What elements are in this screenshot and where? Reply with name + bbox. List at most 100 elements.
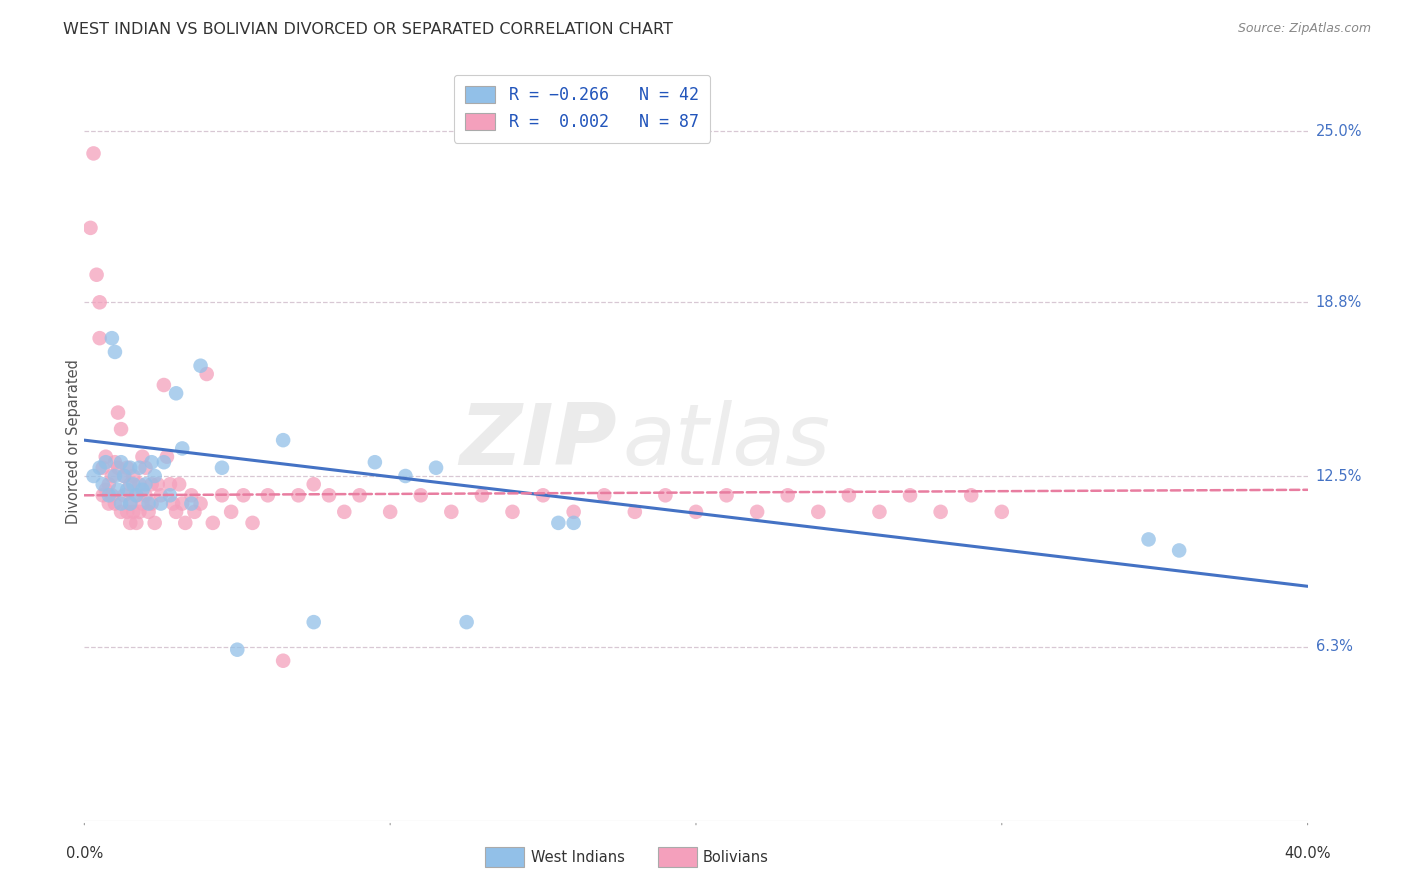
Point [1137, 533, 1160, 547]
Point [156, 450, 179, 464]
Point [112, 469, 135, 483]
Point [219, 505, 242, 519]
Text: 0.0%: 0.0% [66, 846, 103, 861]
Point [471, 488, 494, 502]
Point [91, 460, 114, 475]
Text: Source: ZipAtlas.com: Source: ZipAtlas.com [1237, 22, 1371, 36]
Point [929, 505, 952, 519]
Point [125, 516, 148, 530]
Point [593, 488, 616, 502]
Point [364, 455, 387, 469]
Point [425, 460, 447, 475]
Point [91, 488, 114, 502]
Point [747, 505, 769, 519]
Point [135, 460, 157, 475]
Point [112, 488, 135, 502]
Point [112, 469, 135, 483]
Point [502, 505, 524, 519]
Point [394, 469, 416, 483]
Point [141, 455, 163, 469]
Point [232, 488, 254, 502]
Point [131, 450, 153, 464]
Point [115, 460, 138, 475]
Point [409, 488, 432, 502]
Text: West Indians: West Indians [531, 850, 626, 864]
Point [131, 497, 153, 511]
Point [83, 469, 105, 483]
Point [201, 516, 224, 530]
Point [159, 477, 181, 491]
Point [104, 497, 127, 511]
Point [685, 505, 707, 519]
Point [165, 505, 187, 519]
Point [122, 469, 145, 483]
Point [138, 497, 160, 511]
Text: WEST INDIAN VS BOLIVIAN DIVORCED OR SEPARATED CORRELATION CHART: WEST INDIAN VS BOLIVIAN DIVORCED OR SEPA… [63, 22, 673, 37]
Point [716, 488, 738, 502]
Point [380, 505, 402, 519]
Point [190, 359, 212, 373]
Point [101, 331, 124, 345]
Point [101, 488, 124, 502]
Text: 12.5%: 12.5% [1316, 468, 1362, 483]
Point [79, 220, 101, 235]
Point [89, 295, 111, 310]
Point [135, 477, 157, 491]
Point [135, 488, 157, 502]
Point [101, 469, 124, 483]
Point [333, 505, 356, 519]
Point [131, 483, 153, 497]
Point [162, 497, 184, 511]
Point [318, 488, 340, 502]
Point [547, 516, 569, 530]
Point [107, 406, 129, 420]
Point [153, 378, 176, 392]
Point [190, 497, 212, 511]
Point [138, 505, 160, 519]
Point [143, 516, 166, 530]
Point [531, 488, 554, 502]
Point [120, 516, 142, 530]
Point [120, 460, 142, 475]
Legend: R = −0.266   N = 42, R =  0.002   N = 87: R = −0.266 N = 42, R = 0.002 N = 87 [454, 75, 710, 143]
Point [104, 469, 127, 483]
Point [562, 505, 585, 519]
Point [211, 488, 233, 502]
Point [257, 488, 280, 502]
Point [153, 455, 176, 469]
Y-axis label: Divorced or Separated: Divorced or Separated [66, 359, 80, 524]
Point [141, 497, 163, 511]
Point [167, 477, 190, 491]
Point [83, 146, 105, 161]
Point [128, 505, 150, 519]
Point [159, 488, 181, 502]
Point [107, 483, 129, 497]
Point [149, 497, 172, 511]
Point [195, 367, 218, 381]
Point [128, 477, 150, 491]
Point [869, 505, 891, 519]
Point [183, 505, 205, 519]
Point [125, 488, 148, 502]
Point [122, 505, 145, 519]
Point [211, 460, 233, 475]
Point [1168, 543, 1191, 558]
Text: 18.8%: 18.8% [1316, 295, 1362, 310]
Point [91, 477, 114, 491]
Point [110, 422, 132, 436]
Point [654, 488, 676, 502]
Point [128, 460, 150, 475]
Point [149, 488, 172, 502]
Point [172, 442, 194, 456]
Point [146, 477, 169, 491]
Point [94, 450, 117, 464]
Point [349, 488, 371, 502]
Point [110, 505, 132, 519]
Point [125, 488, 148, 502]
Point [120, 497, 142, 511]
Text: atlas: atlas [623, 400, 831, 483]
Point [115, 483, 138, 497]
Point [456, 615, 478, 629]
Point [104, 345, 127, 359]
Point [562, 516, 585, 530]
